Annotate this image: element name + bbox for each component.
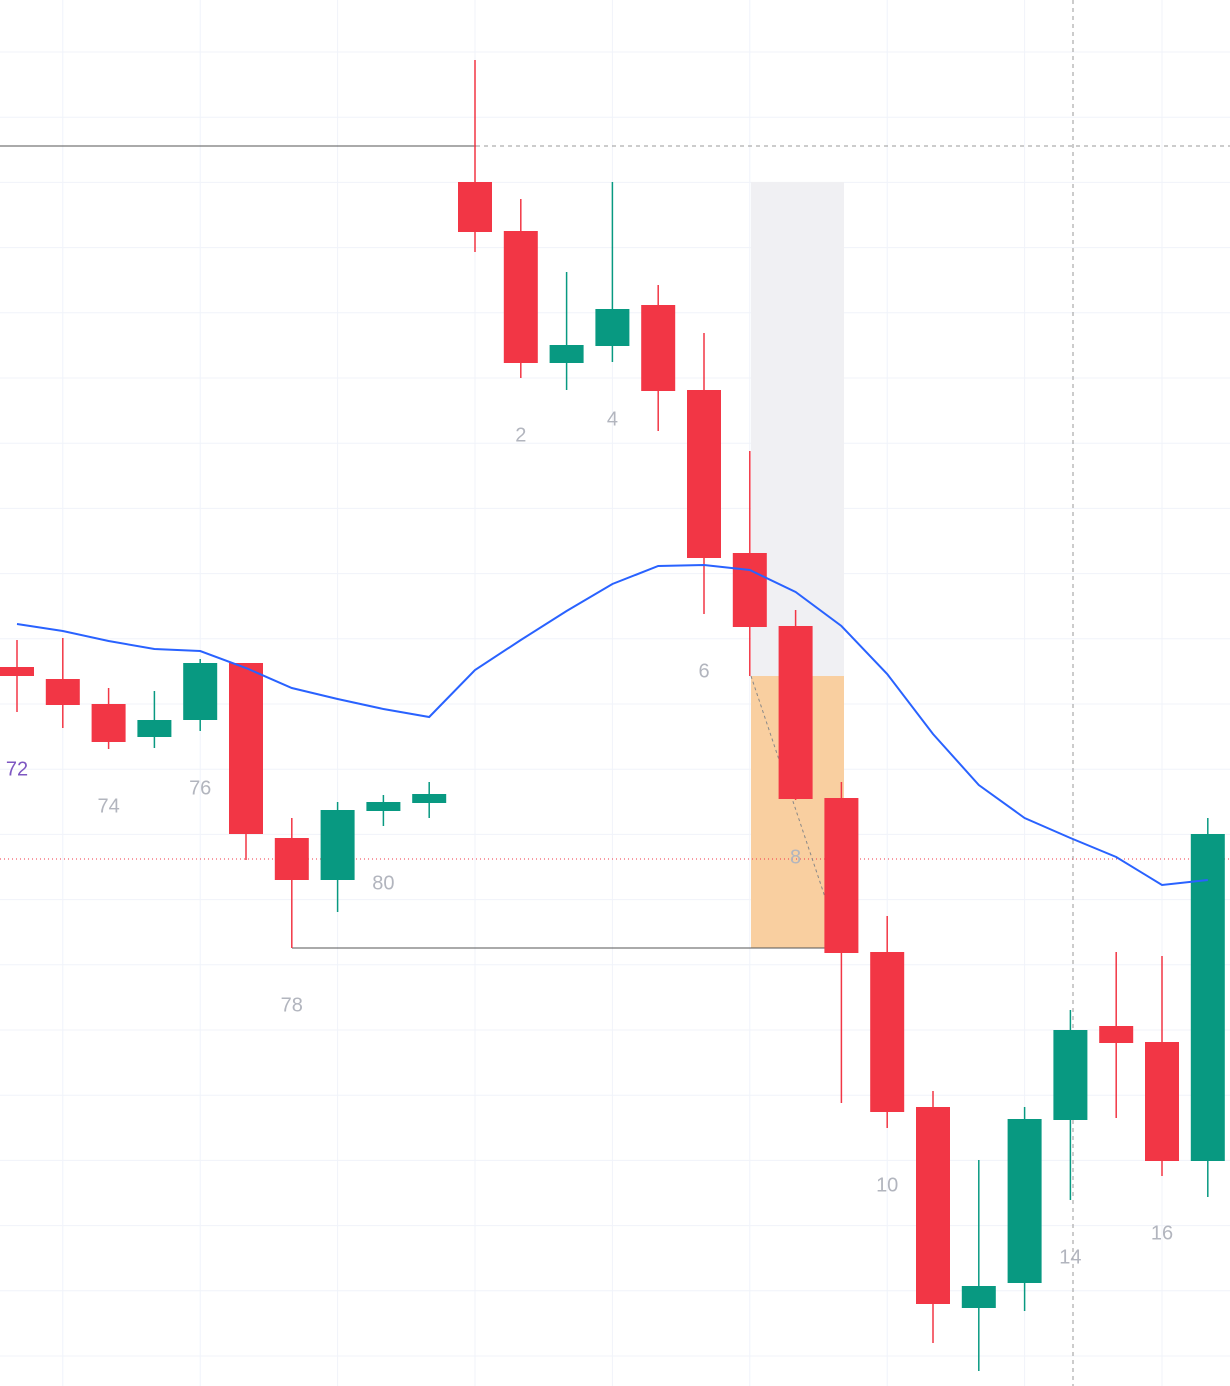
candle-body: [1190, 834, 1225, 1161]
candle-body: [229, 663, 263, 834]
candle-body: [366, 802, 401, 811]
candle-body: [641, 305, 676, 391]
candle-body: [91, 704, 126, 742]
bar-number-label: 14: [1059, 1246, 1081, 1268]
bar-number-label: 8: [790, 846, 801, 868]
bar-number-label: 72: [6, 758, 28, 780]
candle-body: [824, 798, 859, 953]
candle-body: [320, 810, 355, 880]
candle-body: [1007, 1119, 1042, 1283]
bar-number-label: 16: [1151, 1222, 1173, 1244]
candle-body: [687, 390, 721, 558]
candle-body: [595, 309, 630, 346]
bar-number-label: 80: [372, 872, 394, 894]
candle-body: [1053, 1030, 1088, 1120]
candle-body: [274, 838, 309, 880]
candle-body: [1099, 1026, 1134, 1043]
marks: 72 74 76 78 80 2 4 6 8 10 14 16: [0, 60, 1225, 1371]
candle-body: [45, 679, 80, 705]
moving-average-line: [16, 563, 1208, 887]
bar-number-label: 78: [281, 994, 303, 1016]
bar-number-label: 76: [189, 777, 211, 799]
bar-number-label: 74: [97, 795, 119, 817]
candle-body: [183, 663, 218, 720]
candle-body: [870, 952, 905, 1112]
candle-body: [503, 231, 538, 363]
bar-number-label: 6: [698, 660, 709, 682]
candle-body: [916, 1107, 950, 1304]
candle-body: [778, 626, 813, 799]
candle-body: [1145, 1042, 1179, 1161]
bar-number-label: 10: [876, 1174, 898, 1196]
candle-body: [137, 720, 172, 737]
candle-body: [549, 345, 584, 363]
candle-body: [961, 1286, 996, 1308]
candle-body: [458, 182, 492, 232]
candle-body: [0, 667, 34, 676]
bar-number-label: 4: [607, 408, 618, 430]
candle-body: [412, 794, 447, 803]
candle-body: [732, 553, 767, 627]
bar-number-label: 2: [515, 424, 526, 446]
